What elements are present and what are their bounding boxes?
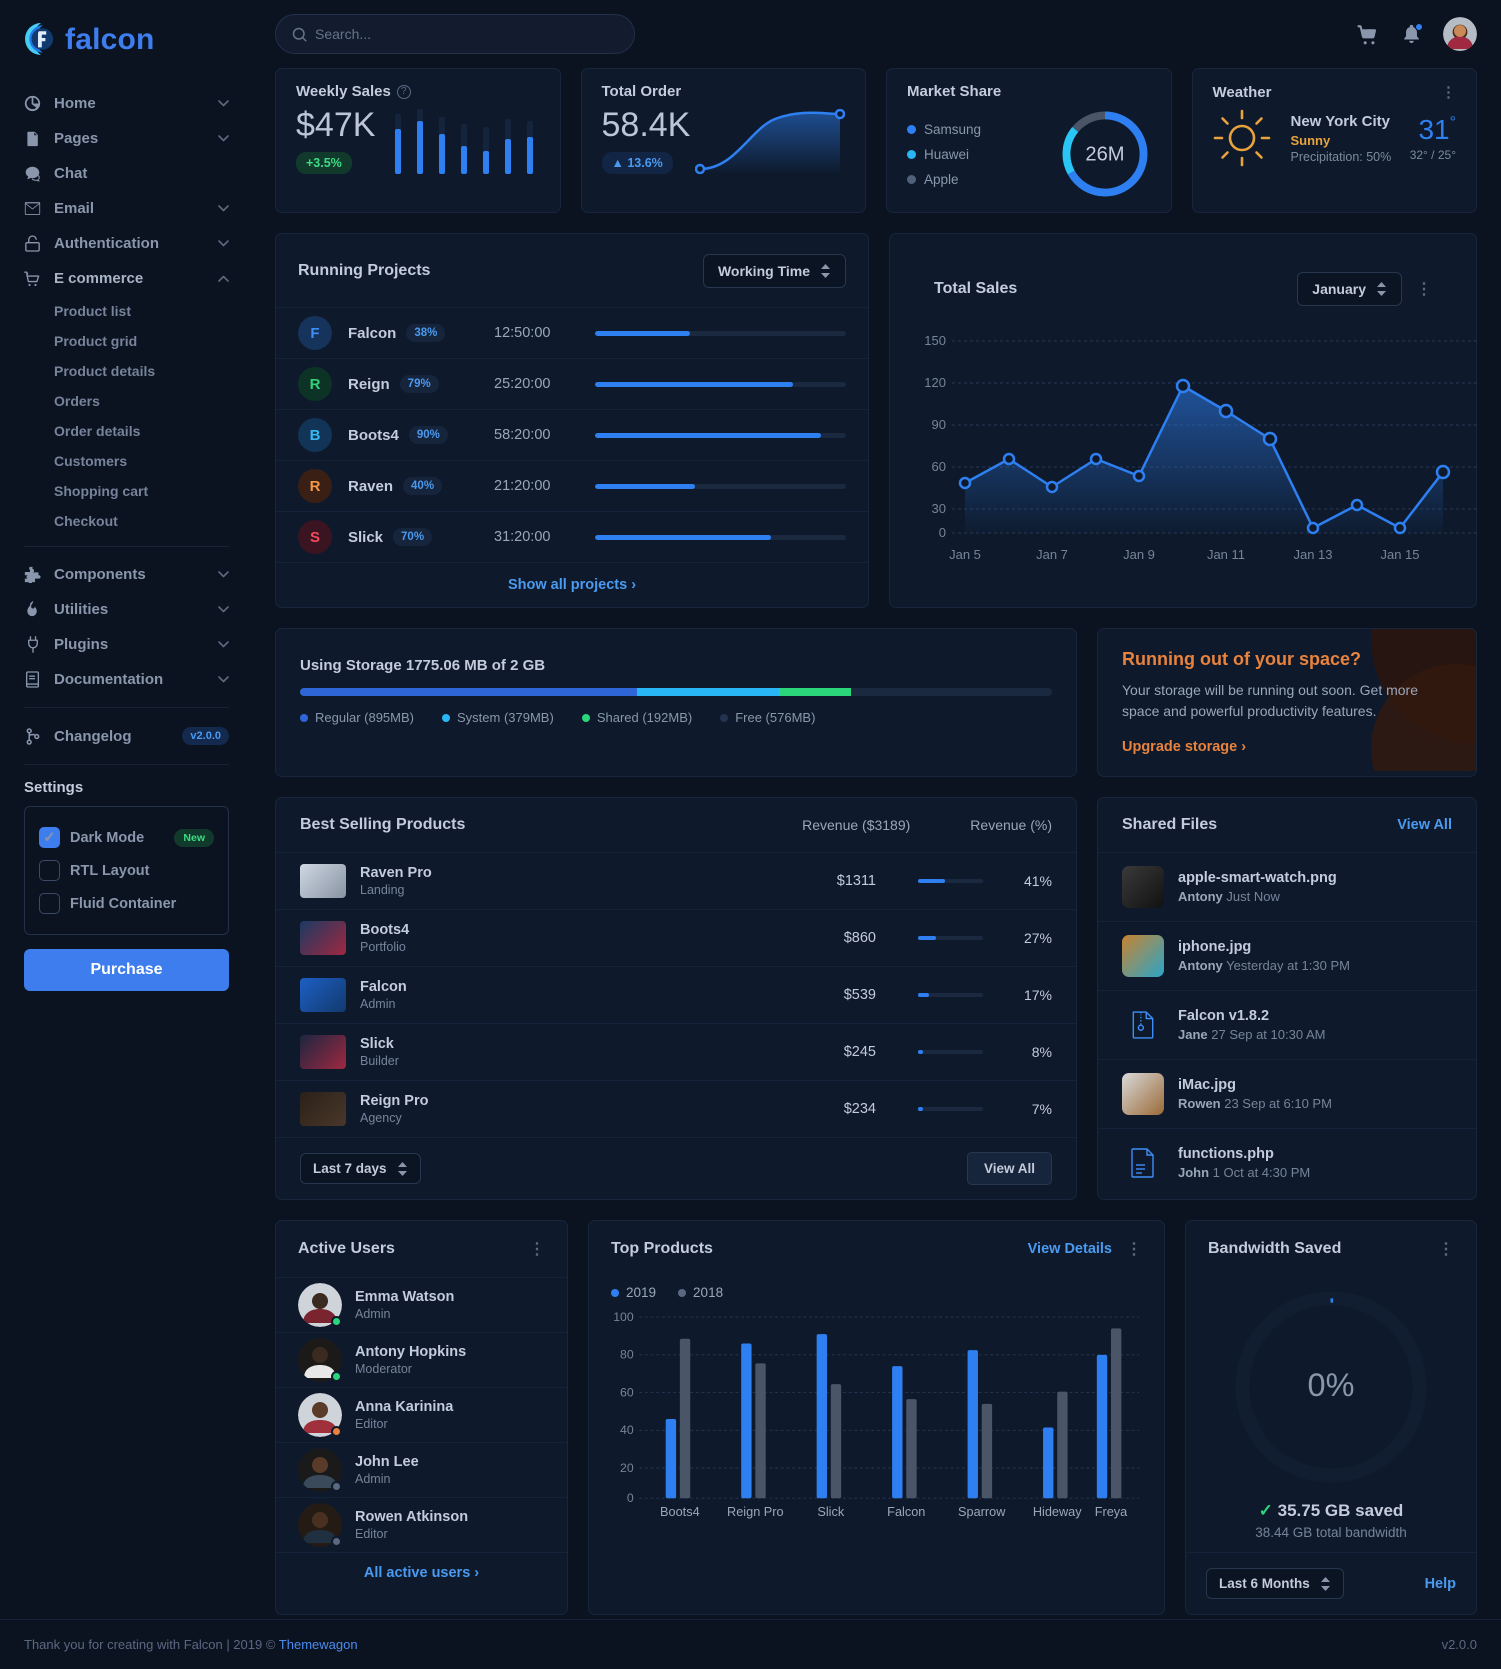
svg-text:Jan 7: Jan 7 [1036,547,1068,562]
svg-text:20: 20 [620,1461,634,1475]
svg-text:100: 100 [613,1310,634,1324]
svg-text:Jan 13: Jan 13 [1293,547,1332,562]
svg-text:Jan 9: Jan 9 [1123,547,1155,562]
svg-text:Sparrow: Sparrow [958,1504,1006,1519]
svg-text:Boots4: Boots4 [660,1504,700,1519]
svg-text:0: 0 [627,1491,634,1505]
svg-text:Reign Pro: Reign Pro [727,1504,784,1519]
svg-text:120: 120 [924,375,946,390]
svg-text:Jan 15: Jan 15 [1380,547,1419,562]
svg-text:90: 90 [932,417,946,432]
svg-text:Slick: Slick [817,1504,844,1519]
svg-text:Jan 5: Jan 5 [949,547,981,562]
svg-text:150: 150 [924,333,946,348]
svg-text:60: 60 [620,1385,634,1399]
svg-text:0%: 0% [1308,1367,1355,1403]
svg-text:Freya: Freya [1095,1504,1128,1519]
svg-text:60: 60 [932,459,946,474]
svg-text:Hideway: Hideway [1033,1504,1082,1519]
svg-text:Falcon: Falcon [887,1504,925,1519]
svg-text:80: 80 [620,1348,634,1362]
svg-text:26M: 26M [1085,144,1124,166]
svg-text:30: 30 [932,501,946,516]
svg-text:Jan 11: Jan 11 [1207,547,1245,562]
svg-text:0: 0 [939,525,946,540]
svg-text:40: 40 [620,1423,634,1437]
